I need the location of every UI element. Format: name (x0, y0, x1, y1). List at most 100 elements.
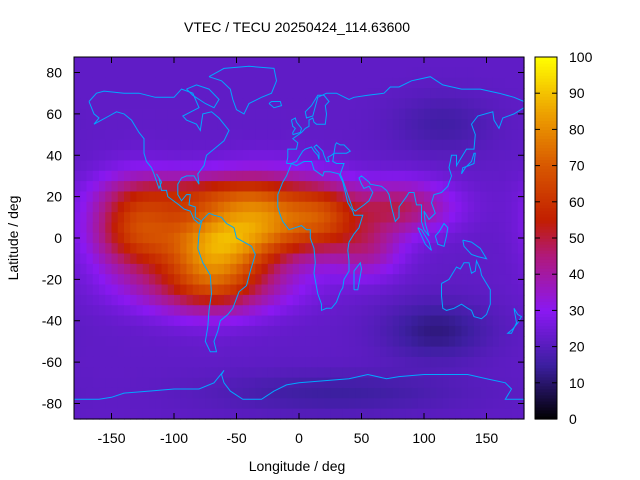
heatmap-cell (430, 129, 438, 141)
heatmap-cell (255, 243, 263, 255)
heatmap-cell (411, 150, 419, 162)
heatmap-cell (330, 377, 338, 389)
heatmap-cell (442, 377, 450, 389)
heatmap-cell (267, 408, 275, 420)
heatmap-cell (211, 232, 219, 244)
heatmap-cell (430, 170, 438, 182)
heatmap-cell (492, 150, 500, 162)
heatmap-cell (386, 88, 394, 99)
heatmap-cell (211, 408, 219, 420)
heatmap-cell (261, 274, 269, 286)
heatmap-cell (236, 274, 244, 286)
heatmap-cell (186, 160, 194, 172)
heatmap-cell (511, 284, 519, 296)
heatmap-cell (249, 222, 256, 234)
heatmap-cell (92, 305, 100, 317)
heatmap-cell (236, 232, 244, 244)
heatmap-cell (199, 243, 206, 255)
heatmap-cell (261, 108, 269, 120)
colorbar-segment (535, 355, 557, 360)
heatmap-cell (111, 377, 119, 389)
heatmap-cell (436, 367, 444, 379)
heatmap-cell (511, 274, 519, 286)
heatmap-cell (186, 356, 194, 368)
heatmap-cell (386, 57, 394, 68)
heatmap-cell (130, 160, 138, 172)
heatmap-cell (392, 367, 400, 379)
heatmap-cell (499, 232, 506, 244)
colorbar-tick-label: 80 (569, 121, 585, 137)
heatmap-cell (442, 387, 450, 399)
colorbar-segment (535, 177, 557, 182)
heatmap-cell (217, 263, 225, 275)
heatmap-cell (155, 408, 163, 420)
heatmap-cell (411, 367, 419, 379)
heatmap-cell (111, 387, 119, 399)
heatmap-cell (111, 222, 119, 234)
heatmap-cell (186, 367, 194, 379)
heatmap-cell (124, 119, 131, 130)
heatmap-cell (505, 408, 513, 420)
heatmap-cell (292, 284, 300, 296)
heatmap-cell (374, 88, 381, 99)
colorbar-segment (535, 162, 557, 167)
heatmap-cell (80, 284, 88, 296)
heatmap-cell (380, 294, 388, 306)
heatmap-cell (230, 253, 238, 265)
heatmap-cell (161, 170, 169, 182)
colorbar-segment (535, 132, 557, 137)
heatmap-cell (174, 212, 181, 224)
heatmap-cell (86, 160, 94, 172)
heatmap-cell (149, 305, 156, 317)
heatmap-cell (499, 377, 506, 389)
heatmap-cell (499, 77, 506, 89)
heatmap-cell (411, 108, 419, 120)
heatmap-cell (511, 377, 519, 389)
heatmap-cell (217, 356, 225, 368)
heatmap-cell (267, 398, 275, 410)
heatmap-cell (424, 336, 431, 348)
heatmap-cell (455, 191, 463, 203)
heatmap-cell (217, 305, 225, 317)
heatmap-cell (424, 88, 431, 99)
heatmap-cell (336, 129, 344, 141)
heatmap-cell (224, 346, 231, 358)
heatmap-cell (305, 305, 313, 317)
heatmap-cell (180, 336, 188, 348)
heatmap-cell (386, 367, 394, 379)
heatmap-cell (136, 398, 144, 410)
heatmap-cell (424, 325, 431, 337)
heatmap-cell (424, 398, 431, 410)
heatmap-cell (249, 170, 256, 182)
heatmap-cell (392, 356, 400, 368)
heatmap-cell (174, 294, 181, 306)
heatmap-cell (361, 201, 369, 213)
heatmap-cell (392, 253, 400, 265)
heatmap-cell (311, 129, 319, 141)
heatmap-cell (349, 150, 356, 162)
heatmap-cell (486, 181, 494, 193)
heatmap-cell (142, 129, 150, 141)
heatmap-cell (405, 325, 413, 337)
heatmap-cell (280, 129, 288, 141)
heatmap-cell (99, 336, 106, 348)
heatmap-cell (230, 181, 238, 193)
heatmap-cell (386, 212, 394, 224)
heatmap-cell (174, 367, 181, 379)
heatmap-cell (292, 274, 300, 286)
colorbar-segment (535, 382, 557, 387)
heatmap-cell (117, 160, 125, 172)
heatmap-cell (324, 284, 331, 296)
heatmap-cell (267, 356, 275, 368)
heatmap-cell (242, 253, 250, 265)
heatmap-cell (217, 139, 225, 151)
heatmap-cell (417, 305, 425, 317)
heatmap-cell (236, 160, 244, 172)
heatmap-cell (436, 243, 444, 255)
heatmap-cell (274, 77, 281, 89)
heatmap-cell (480, 263, 488, 275)
heatmap-cell (211, 377, 219, 389)
heatmap-cell (349, 160, 356, 172)
heatmap-cell (299, 129, 306, 141)
heatmap-cell (336, 160, 344, 172)
